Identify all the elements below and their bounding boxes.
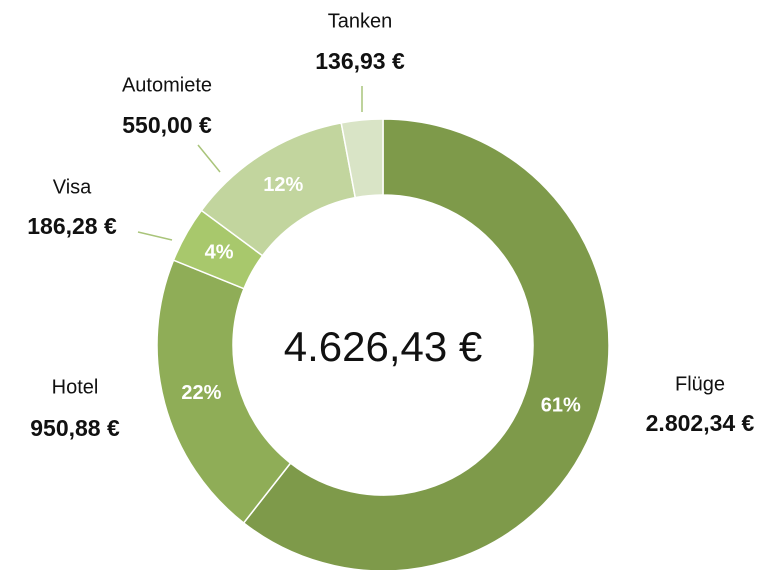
percent-label: 22% [181, 382, 221, 404]
slices [156, 118, 610, 570]
leader-line [137, 231, 173, 241]
percent-label: 12% [263, 174, 303, 196]
slice [340, 118, 384, 199]
category-label: Visa [53, 176, 92, 198]
category-label: Hotel [52, 376, 99, 398]
leader-line [197, 144, 221, 173]
value-label: 186,28 € [27, 213, 117, 239]
value-label: 550,00 € [122, 112, 212, 138]
percent-label: 61% [541, 395, 581, 417]
slice [242, 118, 610, 570]
category-label: Flüge [675, 373, 725, 395]
value-label: 950,88 € [30, 415, 120, 441]
slice [156, 259, 292, 524]
percent-label: 4% [205, 241, 234, 263]
value-label: 2.802,34 € [646, 410, 755, 436]
category-label: Automiete [122, 74, 212, 96]
total-label: 4.626,43 € [284, 323, 483, 370]
category-label: Tanken [328, 10, 393, 32]
value-label: 136,93 € [315, 48, 405, 74]
